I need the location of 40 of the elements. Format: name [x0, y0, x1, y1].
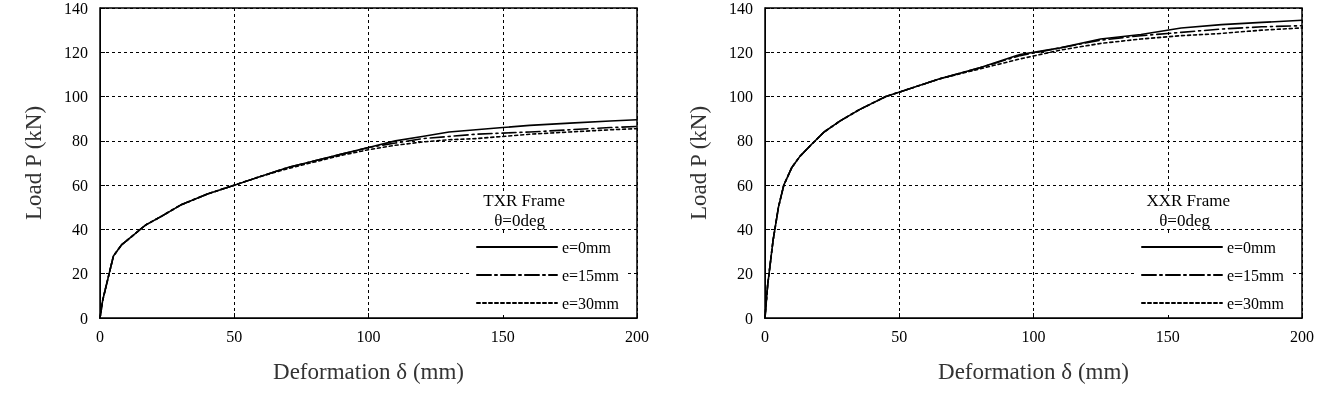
annotation: θ=0deg: [494, 211, 546, 230]
x-tick-label: 200: [625, 327, 649, 345]
y-tick-label: 100: [729, 88, 753, 106]
legend-label: e=30mm: [561, 294, 620, 312]
x-tick-label: 0: [96, 327, 104, 345]
x-tick-label: 150: [490, 327, 515, 345]
legend-title: XXR Frame: [1146, 191, 1231, 210]
y-tick-label: 140: [64, 0, 88, 17]
y-tick-label: 20: [72, 265, 88, 283]
y-tick-label: 40: [72, 220, 88, 238]
y-tick-label: 20: [737, 265, 753, 283]
y-tick-label: 80: [737, 132, 753, 150]
legend-title: TXR Frame: [483, 191, 566, 210]
y-axis-title: Load P (kN): [686, 105, 711, 221]
x-tick-label: 200: [1290, 327, 1314, 345]
x-tick-label: 50: [891, 327, 908, 345]
legend-label: e=15mm: [561, 266, 620, 284]
y-tick-label: 60: [72, 176, 88, 194]
x-tick-label: 150: [1155, 327, 1180, 345]
x-tick-label: 100: [356, 327, 381, 345]
x-tick-label: 50: [226, 327, 243, 345]
legend-label: e=0mm: [561, 238, 612, 256]
y-axis-title: Load P (kN): [21, 105, 46, 221]
x-axis-title: Deformation δ (mm): [273, 359, 464, 384]
y-tick-label: 120: [64, 43, 88, 61]
y-tick-label: 40: [737, 220, 753, 238]
legend-label: e=0mm: [1226, 238, 1277, 256]
y-tick-label: 60: [737, 176, 753, 194]
y-tick-label: 0: [745, 309, 753, 327]
x-tick-label: 0: [761, 327, 769, 345]
y-tick-label: 140: [729, 0, 753, 17]
legend-label: e=30mm: [1226, 294, 1285, 312]
y-tick-label: 100: [64, 88, 88, 106]
x-tick-label: 100: [1021, 327, 1046, 345]
y-tick-label: 80: [72, 132, 88, 150]
y-tick-label: 0: [80, 309, 88, 327]
annotation: θ=0deg: [1159, 211, 1211, 230]
x-axis-title: Deformation δ (mm): [938, 359, 1129, 384]
y-tick-label: 120: [729, 43, 753, 61]
legend-label: e=15mm: [1226, 266, 1285, 284]
